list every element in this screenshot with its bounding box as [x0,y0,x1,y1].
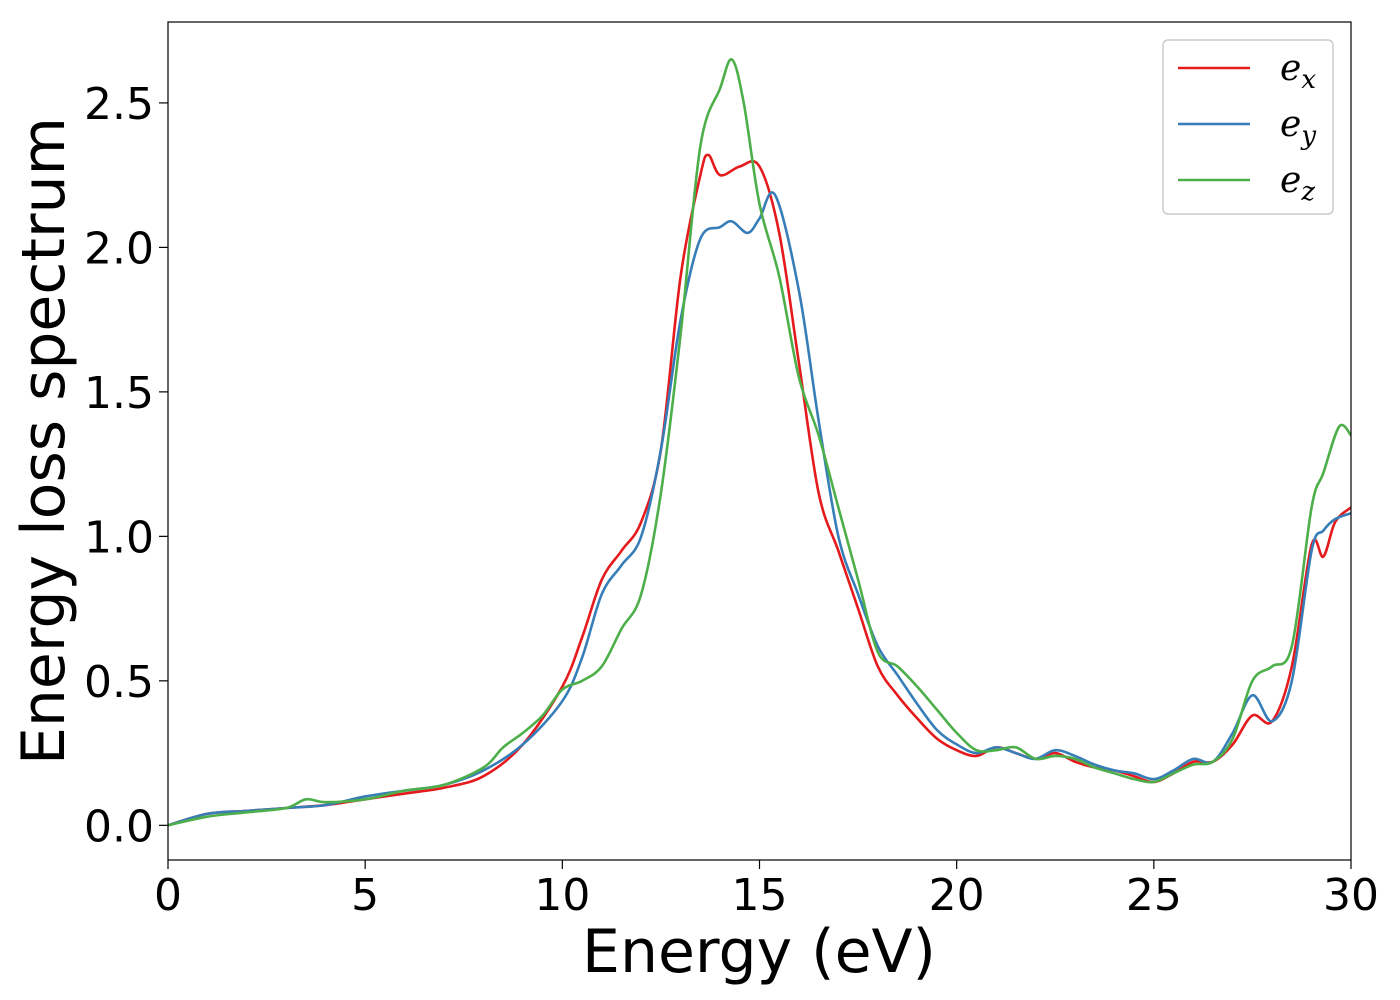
x-tick-label: 25 [1126,870,1182,921]
legend-box [1162,39,1334,215]
legend-label-x: ex [1280,48,1316,95]
y-axis-ticks: 0.0 0.5 1.0 1.5 2.0 2.5 [84,79,168,852]
series-line-z [168,58,1351,827]
x-axis-label: Energy (eV) [582,917,936,987]
y-tick-label: 2.5 [84,79,154,130]
legend-label-z: ez [1280,160,1315,207]
x-tick-label: 30 [1323,870,1379,921]
legend-label-y: ey [1280,104,1316,151]
x-tick-label: 20 [929,870,985,921]
legend: ex ey ez [1162,39,1334,215]
y-tick-label: 1.5 [84,368,154,419]
y-tick-label: 0.5 [84,657,154,708]
x-tick-label: 15 [732,870,788,921]
x-axis-ticks: 0 5 10 15 20 25 30 [154,860,1379,921]
plot-background [168,22,1351,860]
y-tick-label: 0.0 [84,801,154,852]
x-tick-label: 10 [534,870,590,921]
series-line-y [168,191,1351,827]
y-axis-label: Energy loss spectrum [9,117,79,765]
x-tick-label: 5 [351,870,379,921]
y-tick-label: 2.0 [84,223,154,274]
series-layer [168,58,1351,827]
x-tick-label: 0 [154,870,182,921]
y-tick-label: 1.0 [84,512,154,563]
